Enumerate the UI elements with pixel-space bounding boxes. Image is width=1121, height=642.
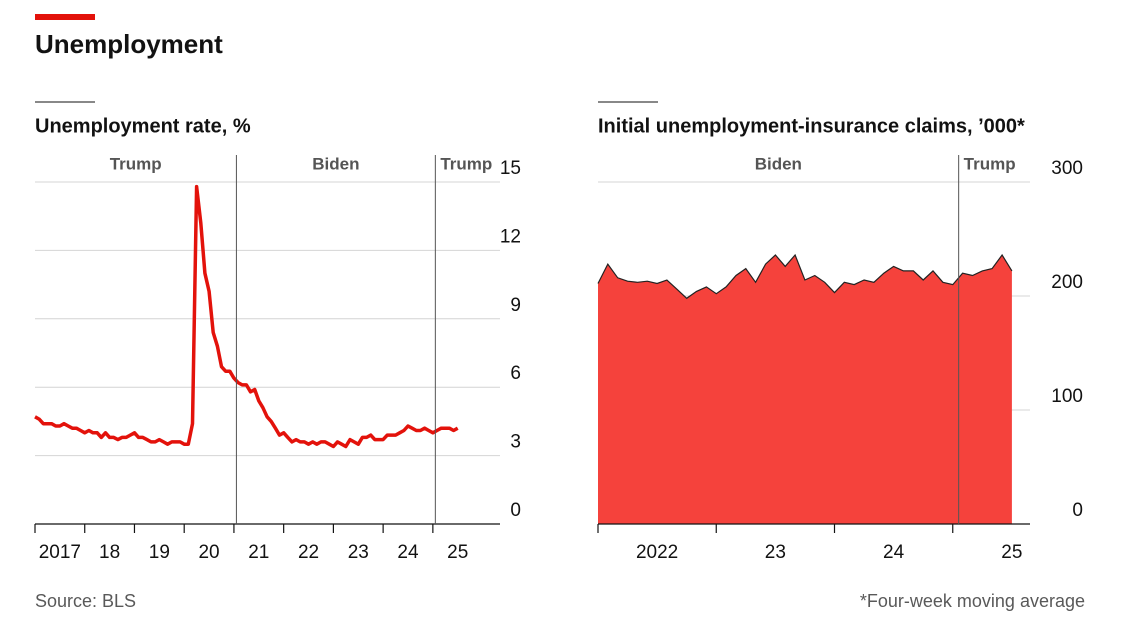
y-tick-label: 15 <box>500 158 521 179</box>
period-label: Trump <box>110 154 162 173</box>
page-title: Unemployment <box>35 29 223 59</box>
x-tick-label: 19 <box>149 542 170 563</box>
y-tick-label: 0 <box>510 500 521 521</box>
x-tick-label: 22 <box>298 542 319 563</box>
line <box>34 184 459 449</box>
source: Source: BLS <box>35 591 136 611</box>
y-tick-label: 9 <box>510 295 521 316</box>
chart-title: Unemployment rate, % <box>35 115 251 137</box>
x-tick-label: 23 <box>765 542 786 563</box>
period-label: Trump <box>964 154 1016 173</box>
y-tick-label: 3 <box>510 432 521 453</box>
x-tick-label: 23 <box>348 542 369 563</box>
period-label: Biden <box>755 154 802 173</box>
y-tick-label: 12 <box>500 226 521 247</box>
x-tick-label: 18 <box>99 542 120 563</box>
period-label: Biden <box>312 154 359 173</box>
x-tick-label: 2022 <box>636 542 678 563</box>
x-tick-label: 24 <box>397 542 419 563</box>
y-tick-label: 300 <box>1051 158 1083 179</box>
accent-bar <box>35 14 95 20</box>
footnote: *Four-week moving average <box>860 591 1085 611</box>
area-outline <box>597 253 1013 300</box>
y-tick-label: 100 <box>1051 386 1083 407</box>
chart-title: Initial unemployment-insurance claims, ’… <box>598 115 1025 137</box>
x-tick-label: 24 <box>883 542 905 563</box>
x-tick-label: 21 <box>248 542 269 563</box>
area <box>598 255 1012 524</box>
period-label: Trump <box>440 154 492 173</box>
x-tick-label: 2017 <box>39 542 81 563</box>
x-tick-label: 20 <box>198 542 219 563</box>
y-tick-label: 200 <box>1051 272 1083 293</box>
y-tick-label: 6 <box>510 363 521 384</box>
x-tick-label: 25 <box>1001 542 1022 563</box>
y-tick-label: 0 <box>1072 500 1083 521</box>
x-tick-label: 25 <box>447 542 468 563</box>
